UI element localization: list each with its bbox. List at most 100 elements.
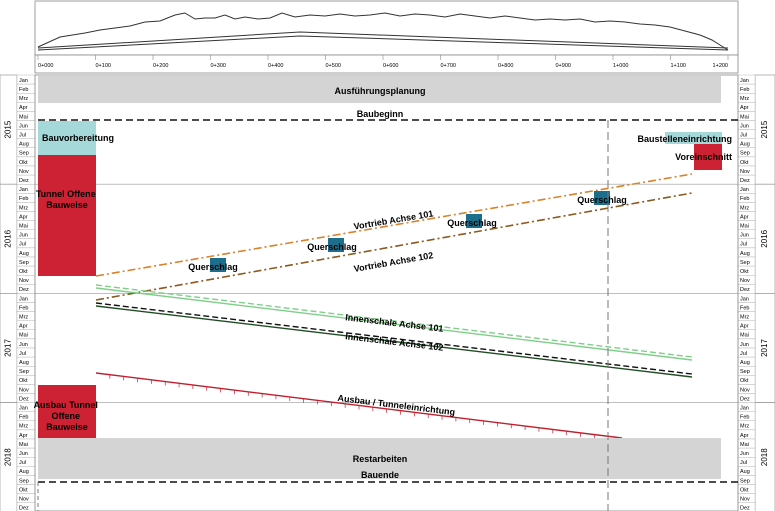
month-label: Dez	[19, 287, 29, 293]
month-label: Jun	[19, 233, 28, 239]
chainage-tick-label: 0+600	[383, 63, 398, 69]
year-label: 2015	[4, 120, 13, 138]
month-label: Jul	[19, 242, 26, 248]
querschlag-label-1: Querschlag	[188, 262, 238, 272]
month-label: Jul	[740, 242, 747, 248]
chainage-tick-label: 1+000	[613, 63, 628, 69]
month-label: Nov	[740, 387, 750, 393]
month-label: Aug	[19, 142, 29, 148]
month-label: Apr	[740, 214, 749, 220]
month-label: Nov	[19, 387, 29, 393]
month-label: Mai	[740, 442, 749, 448]
chainage-tick-label: 0+200	[153, 63, 168, 69]
ausfuehrungsplanung-block	[38, 76, 721, 103]
vortrieb-101-label: Vortrieb Achse 101	[353, 208, 434, 231]
month-label: Apr	[740, 433, 749, 439]
chainage-tick-label: 0+700	[441, 63, 456, 69]
month-label: Jun	[740, 123, 749, 129]
tunnel-offene-bauweise-block	[38, 155, 96, 276]
year-label: 2016	[760, 229, 769, 247]
month-label: Apr	[19, 433, 28, 439]
month-label: Jun	[19, 342, 28, 348]
tunnel-axis-lower	[37, 35, 729, 51]
month-label: Jul	[19, 460, 26, 466]
month-label: Sep	[19, 478, 29, 484]
year-label: 2015	[760, 120, 769, 138]
querschlag-block-3	[466, 214, 482, 228]
month-label: Mrz	[19, 205, 28, 211]
querschlag-block-4	[594, 191, 610, 205]
querschlag-label-2: Querschlag	[307, 242, 357, 252]
month-label: Dez	[19, 178, 29, 184]
year-label: 2017	[760, 339, 769, 357]
time-axes: 2015 2015 Jan Jan Feb Feb Mrz Mrz Apr Apr Mai Mai Ju…	[0, 74, 775, 511]
month-label: Aug	[740, 142, 750, 148]
month-label: Okt	[740, 269, 749, 275]
innenschale-101-label: Innenschale Achse 101	[345, 312, 444, 334]
month-label: Jan	[19, 78, 28, 84]
month-label: Dez	[19, 396, 29, 402]
tunnel-profile-chart	[34, 0, 739, 56]
month-label: Mai	[740, 114, 749, 120]
ausbau-tunnel-line3: Bauweise	[46, 422, 88, 432]
restarbeiten-block	[38, 438, 721, 479]
month-label: Okt	[19, 269, 28, 275]
restarbeiten-label: Restarbeiten	[353, 454, 408, 464]
chainage-tick-label: 0+400	[268, 63, 283, 69]
month-label: Okt	[740, 378, 749, 384]
vortrieb-101-line	[95, 173, 693, 277]
month-label: Jan	[740, 406, 749, 412]
month-label: Mai	[19, 442, 28, 448]
month-label: Aug	[19, 360, 29, 366]
month-label: Mrz	[740, 424, 749, 430]
month-label: Dez	[19, 506, 29, 511]
month-label: Sep	[19, 369, 29, 375]
month-label: Sep	[19, 260, 29, 266]
voreinschnitt-label: Voreinschnitt	[675, 152, 732, 162]
month-label: Mrz	[19, 315, 28, 321]
month-label: Okt	[19, 378, 28, 384]
month-label: Feb	[740, 415, 749, 421]
month-label: Nov	[740, 169, 750, 175]
chainage-tick-label: 0+000	[38, 63, 53, 69]
month-label: Sep	[740, 151, 750, 157]
innenschale-101-dashed	[95, 284, 693, 358]
voreinschnitt-block	[694, 144, 722, 170]
chainage-tick-label: 1+100	[671, 63, 686, 69]
tunnel-offene-bauweise-line2: Bauweise	[46, 200, 88, 210]
querschlag-label-4: Querschlag	[577, 195, 627, 205]
ausbau-tunnel-offene-bauweise-label: Ausbau Tunnel Offene Bauweise	[34, 400, 101, 432]
month-label: Mai	[19, 114, 28, 120]
month-label: Feb	[740, 87, 749, 93]
year-label: 2018	[4, 448, 13, 466]
ausbau-tunnel-line1: Ausbau Tunnel	[34, 400, 98, 410]
month-label: Jun	[19, 123, 28, 129]
month-label: Jan	[740, 296, 749, 302]
month-label: Jul	[740, 351, 747, 357]
bauvorbereitung-label: Bauvorbereitung	[42, 133, 114, 143]
month-label: Aug	[19, 469, 29, 475]
month-label: Dez	[740, 506, 750, 511]
month-label: Jul	[740, 133, 747, 139]
month-label: Aug	[740, 469, 750, 475]
year-label: 2018	[760, 448, 769, 466]
month-label: Aug	[19, 251, 29, 257]
baubeginn-label: Baubeginn	[357, 109, 404, 119]
month-label: Apr	[19, 214, 28, 220]
month-label: Apr	[740, 324, 749, 330]
month-label: Okt	[740, 160, 749, 166]
month-label: Dez	[740, 287, 750, 293]
innenschale-102-label: Innenschale Achse 102	[345, 331, 444, 353]
month-label: Apr	[740, 105, 749, 111]
tunnel-offene-bauweise-line1: Tunnel Offene	[36, 189, 96, 199]
month-label: Feb	[19, 87, 28, 93]
chainage-tick-label: 0+500	[326, 63, 341, 69]
month-label: Jun	[740, 233, 749, 239]
month-label: Dez	[740, 396, 750, 402]
month-label: Aug	[740, 251, 750, 257]
month-label: Jan	[740, 187, 749, 193]
month-label: Feb	[740, 196, 749, 202]
month-label: Okt	[740, 487, 749, 493]
baustelleneinrichtung-label: Baustelleneinrichtung	[637, 134, 732, 144]
